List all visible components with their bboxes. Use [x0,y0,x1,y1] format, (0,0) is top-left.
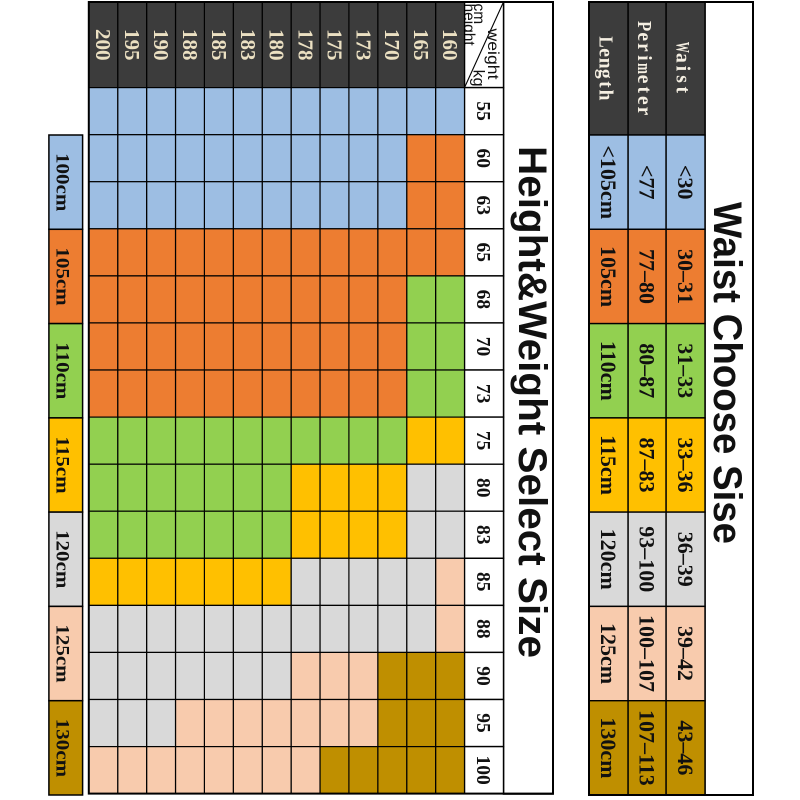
svg-text:195: 195 [120,29,144,61]
svg-text:s: s [672,75,693,83]
svg-text:77–80: 77–80 [635,249,660,304]
svg-text:kg: kg [470,70,487,87]
svg-text:i: i [672,66,693,72]
svg-text:e: e [633,32,654,41]
svg-text:120cm: 120cm [596,529,621,590]
svg-text:170: 170 [380,29,404,61]
svg-text:105cm: 105cm [52,247,73,306]
svg-text:85: 85 [472,572,495,591]
svg-text:i: i [633,55,654,61]
svg-text:t: t [633,86,654,93]
svg-text:125cm: 125cm [596,623,621,684]
svg-text:36–39: 36–39 [673,532,698,587]
svg-text:L: L [595,36,616,47]
svg-text:178: 178 [294,29,318,61]
svg-text:cm: cm [470,4,487,25]
svg-text:63: 63 [472,196,495,215]
svg-text:90: 90 [472,666,495,685]
svg-text:88: 88 [472,619,495,638]
svg-text:95: 95 [472,713,495,732]
svg-text:<77: <77 [635,165,660,200]
svg-text:80–87: 80–87 [635,343,660,398]
svg-text:80: 80 [472,478,495,497]
svg-text:weight: weight [484,27,501,80]
svg-text:100–107: 100–107 [635,615,660,692]
svg-text:a: a [672,53,693,63]
svg-text:100: 100 [472,755,495,784]
svg-text:130cm: 130cm [596,717,621,778]
svg-text:73: 73 [472,384,495,403]
svg-text:e: e [633,96,654,105]
svg-text:Height&Weight Select Size: Height&Weight Select Size [510,146,554,658]
svg-text:60: 60 [472,148,495,167]
svg-text:160: 160 [438,29,462,61]
svg-text:m: m [634,63,656,74]
svg-text:115cm: 115cm [596,435,621,495]
svg-text:87–83: 87–83 [635,438,660,493]
svg-text:r: r [633,107,654,116]
svg-text:110cm: 110cm [52,342,73,400]
svg-text:165: 165 [409,29,433,61]
svg-text:83: 83 [472,525,495,544]
svg-text:68: 68 [472,290,495,309]
svg-text:31–33: 31–33 [673,343,698,398]
svg-text:n: n [595,58,616,69]
svg-text:55: 55 [472,101,495,120]
svg-text:93–100: 93–100 [635,526,660,592]
svg-text:185: 185 [207,29,231,61]
svg-text:110cm: 110cm [596,341,621,401]
svg-text:175: 175 [322,29,346,61]
svg-text:65: 65 [472,243,495,262]
svg-text:183: 183 [236,29,260,61]
svg-text:t: t [595,81,616,88]
svg-text:115cm: 115cm [52,436,73,494]
svg-text:33–36: 33–36 [673,438,698,493]
svg-text:200: 200 [91,29,115,61]
svg-text:e: e [595,48,616,57]
svg-text:180: 180 [265,29,289,61]
svg-text:75: 75 [472,431,495,450]
svg-text:<105cm: <105cm [596,145,621,219]
svg-text:173: 173 [351,29,375,61]
svg-text:100cm: 100cm [52,153,73,212]
svg-text:30–31: 30–31 [673,249,698,304]
svg-text:125cm: 125cm [52,624,73,683]
svg-text:<30: <30 [673,165,698,200]
svg-text:130cm: 130cm [52,719,73,778]
svg-text:r: r [633,43,654,52]
svg-text:P: P [634,21,655,31]
svg-text:120cm: 120cm [52,530,73,589]
svg-text:188: 188 [178,29,202,61]
svg-text:Waist Choose Sise: Waist Choose Sise [705,202,749,544]
svg-text:107–113: 107–113 [635,710,660,786]
svg-text:190: 190 [149,29,173,61]
svg-text:43–46: 43–46 [673,720,698,775]
svg-text:70: 70 [472,337,495,356]
svg-text:W: W [672,42,693,53]
svg-text:g: g [595,69,616,79]
svg-text:h: h [595,90,616,101]
svg-text:39–42: 39–42 [673,626,698,681]
svg-text:t: t [672,86,693,93]
svg-text:e: e [633,75,654,84]
svg-text:105cm: 105cm [596,246,621,307]
